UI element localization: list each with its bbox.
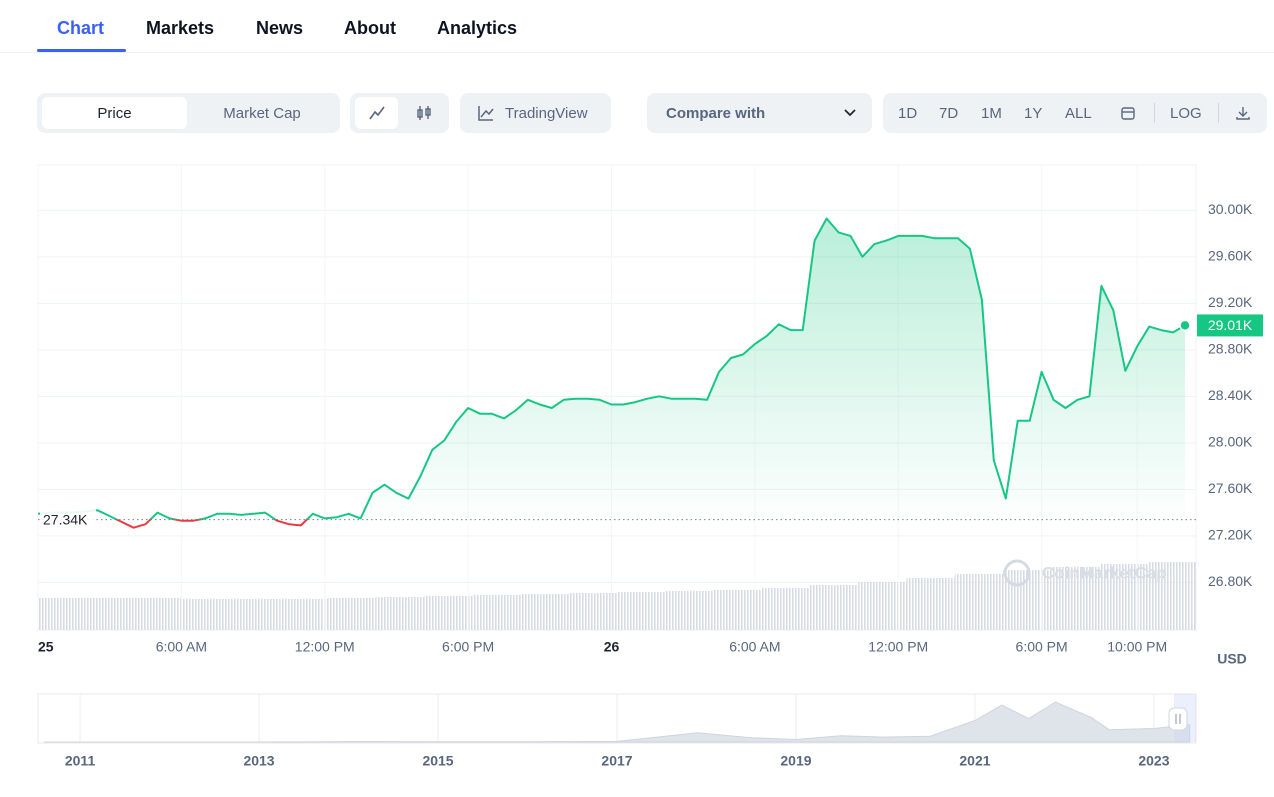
volume-bar bbox=[182, 599, 231, 630]
tab-underline bbox=[37, 49, 126, 52]
mode-toggle: Price Market Cap bbox=[37, 93, 340, 133]
x-tick-label: 12:00 PM bbox=[295, 639, 355, 655]
navigator-area bbox=[44, 701, 1191, 743]
volume-bar bbox=[954, 574, 1003, 630]
navigator-tick-label: 2013 bbox=[243, 753, 274, 769]
tab[interactable]: Chart bbox=[57, 18, 105, 38]
volume-bar bbox=[617, 592, 666, 630]
tradingview-button[interactable]: TradingView bbox=[460, 93, 611, 133]
volume-bar bbox=[1003, 570, 1052, 630]
y-tick-label: 28.80K bbox=[1208, 341, 1253, 357]
volume-bar bbox=[761, 588, 810, 630]
x-tick-label: 6:00 AM bbox=[729, 639, 780, 655]
compare-dropdown[interactable]: Compare with bbox=[647, 93, 872, 133]
volume-bar bbox=[375, 597, 424, 630]
download-icon[interactable] bbox=[1235, 105, 1251, 121]
y-tick-label: 29.20K bbox=[1208, 294, 1253, 310]
navigator-tick-label: 2015 bbox=[422, 753, 453, 769]
calendar-icon[interactable] bbox=[1120, 105, 1136, 121]
log-button[interactable]: LOG bbox=[1170, 104, 1202, 122]
navigator-frame bbox=[37, 693, 1197, 744]
line-style-button[interactable] bbox=[355, 97, 398, 129]
volume-bar bbox=[1099, 564, 1148, 630]
y-tick-label: 28.00K bbox=[1208, 434, 1253, 450]
tab[interactable]: About bbox=[344, 18, 396, 38]
line-icon bbox=[368, 106, 385, 120]
tab[interactable]: Markets bbox=[146, 18, 215, 38]
current-price-label: 29.01K bbox=[1208, 317, 1253, 333]
chevron-icon bbox=[844, 109, 856, 117]
baseline-label-bg bbox=[40, 509, 96, 530]
volume-bar bbox=[858, 582, 907, 630]
y-tick-label: 27.60K bbox=[1208, 480, 1253, 496]
x-tick-label: 10:00 PM bbox=[1107, 639, 1167, 655]
divider bbox=[1218, 103, 1219, 123]
volume-bar bbox=[134, 598, 183, 630]
mode-button[interactable]: Price bbox=[42, 97, 187, 129]
volume-bar bbox=[279, 599, 328, 630]
y-tick-label: 29.60K bbox=[1208, 248, 1253, 264]
baseline-label: 27.34K bbox=[43, 511, 88, 527]
volume-bar bbox=[472, 595, 521, 630]
y-tick-label: 26.80K bbox=[1208, 573, 1253, 589]
volume-bar bbox=[713, 590, 762, 630]
volume-bar bbox=[568, 593, 617, 630]
volume-bar bbox=[231, 599, 280, 630]
y-tick-label: 28.40K bbox=[1208, 387, 1253, 403]
range-toolbar: 1D 7D 1M 1Y ALL LOG bbox=[883, 93, 1267, 133]
navigator-handle bbox=[1168, 707, 1188, 731]
candle-icon bbox=[416, 106, 431, 120]
volume-bar bbox=[810, 585, 859, 630]
volume-bar bbox=[424, 596, 473, 630]
volume-bar bbox=[86, 598, 135, 630]
x-tick-label: 6:00 AM bbox=[156, 639, 207, 655]
range-button[interactable]: 1M bbox=[981, 104, 1002, 122]
compare-label: Compare with bbox=[666, 104, 766, 122]
y-tick-label: 27.20K bbox=[1208, 527, 1253, 543]
volume-bar bbox=[1147, 562, 1196, 630]
volume-bar bbox=[906, 578, 955, 630]
tab[interactable]: Analytics bbox=[437, 18, 518, 38]
volume-bar bbox=[1051, 567, 1100, 630]
x-tick-label: 12:00 PM bbox=[868, 639, 928, 655]
tab[interactable]: News bbox=[256, 18, 304, 38]
price-line bbox=[37, 217, 1186, 529]
x-tick-label: 25 bbox=[38, 639, 54, 655]
x-tick-label: 26 bbox=[604, 639, 620, 655]
range-button[interactable]: 7D bbox=[939, 104, 959, 122]
price-area bbox=[38, 218, 1185, 528]
tradingview-label: TradingView bbox=[505, 104, 588, 122]
mode-button[interactable]: Market Cap bbox=[223, 104, 301, 122]
chart-style-toggle bbox=[350, 93, 449, 133]
volume-bar bbox=[520, 594, 569, 630]
candle-style-button[interactable] bbox=[402, 97, 445, 129]
navigator-tick-label: 2011 bbox=[65, 753, 96, 769]
navigator-tick-label: 2023 bbox=[1138, 753, 1169, 769]
watermark: CoinMarketCap bbox=[1003, 559, 1167, 587]
last-point bbox=[1179, 319, 1191, 332]
range-button[interactable]: 1D bbox=[898, 104, 918, 122]
range-button[interactable]: 1Y bbox=[1024, 104, 1043, 122]
volume-bar bbox=[38, 598, 87, 630]
tradingview-icon bbox=[478, 106, 494, 121]
volume-bar bbox=[665, 591, 714, 630]
x-tick-label: 6:00 PM bbox=[1016, 639, 1068, 655]
navigator-selection bbox=[1174, 694, 1196, 742]
current-price-badge bbox=[1197, 314, 1263, 337]
y-tick-label: 30.00K bbox=[1208, 201, 1253, 217]
plot-frame bbox=[37, 164, 1197, 631]
watermark-logo bbox=[1003, 559, 1031, 587]
x-tick-label: 6:00 PM bbox=[442, 639, 494, 655]
tab-divider bbox=[0, 52, 1274, 53]
y-axis-unit: USD bbox=[1217, 651, 1247, 667]
watermark-text: CoinMarketCap bbox=[1042, 563, 1167, 582]
navigator-tick-label: 2017 bbox=[601, 753, 632, 769]
navigator-tick-label: 2019 bbox=[780, 753, 811, 769]
navigator-tick-label: 2021 bbox=[959, 753, 990, 769]
volume-bar bbox=[327, 598, 376, 630]
divider bbox=[1154, 103, 1155, 123]
range-button[interactable]: ALL bbox=[1065, 104, 1092, 122]
